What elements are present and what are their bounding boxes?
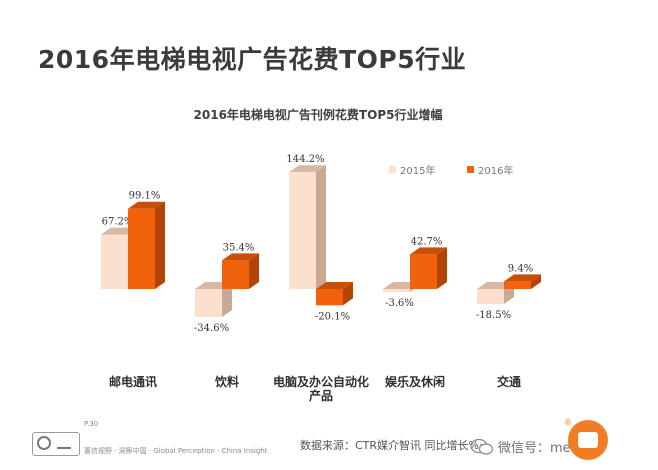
legend-swatch xyxy=(389,166,396,173)
page-number: P.30 xyxy=(84,420,99,428)
category-label: 娱乐及休闲 xyxy=(385,374,445,389)
bar-top xyxy=(222,253,259,261)
data-label: -3.6% xyxy=(385,298,414,309)
category-label: 电脑及办公自动化 xyxy=(273,374,369,389)
data-label: 9.4% xyxy=(508,263,533,274)
bar-top xyxy=(410,247,447,255)
footer-branding: P.30 置信视野 · 洞察中国 · Global Perception · C… xyxy=(32,420,268,464)
bar xyxy=(383,289,410,292)
data-label: -18.5% xyxy=(476,310,511,321)
category-label: 饮料 xyxy=(214,374,239,389)
bar-side xyxy=(155,201,165,289)
data-label: 35.4% xyxy=(223,242,255,253)
legend-label: 2015年 xyxy=(400,164,435,177)
bar xyxy=(128,208,155,289)
chart-title: 2016年电梯电视广告刊例花费TOP5行业增幅 xyxy=(194,107,443,122)
footer-slogan: 置信视野 · 洞察中国 · Global Perception · China … xyxy=(84,447,268,455)
bar-side xyxy=(316,165,326,289)
bar-side xyxy=(249,253,259,289)
category-label: 邮电通讯 xyxy=(109,374,157,389)
ctr-badge-icon xyxy=(32,432,80,456)
data-label: 67.2% xyxy=(102,217,134,228)
bar-top xyxy=(504,274,541,282)
data-label: -34.6% xyxy=(194,323,229,334)
bar-side xyxy=(531,274,541,289)
bar-side xyxy=(222,282,232,318)
bar-side xyxy=(437,247,447,289)
wechat-account: 微信号：mediam xyxy=(470,435,650,461)
ctr-logo-icon: ® xyxy=(564,418,608,460)
wechat-icon xyxy=(470,438,494,455)
data-label: -20.1% xyxy=(315,311,350,322)
bar xyxy=(316,289,343,306)
bar xyxy=(289,172,316,289)
slide-title: 2016年电梯电视广告花费TOP5行业 xyxy=(38,45,467,74)
bar xyxy=(477,289,504,304)
category-label: 交通 xyxy=(497,374,521,389)
bar xyxy=(504,281,531,289)
bar xyxy=(195,289,222,318)
data-source: 数据来源：CTR媒介智讯 同比增长% xyxy=(300,439,479,452)
bar xyxy=(222,260,249,289)
bar-top xyxy=(128,201,165,209)
bar xyxy=(101,234,128,289)
legend-label: 2016年 xyxy=(478,164,513,177)
bar-top xyxy=(289,165,326,173)
data-label: 144.2% xyxy=(286,154,324,165)
data-label: 99.1% xyxy=(129,191,161,202)
bar xyxy=(410,254,437,289)
bar-side xyxy=(343,282,353,306)
category-label: 产品 xyxy=(309,388,333,403)
bar-top xyxy=(316,282,353,289)
data-label: 42.7% xyxy=(411,236,443,247)
legend-swatch xyxy=(467,166,474,173)
